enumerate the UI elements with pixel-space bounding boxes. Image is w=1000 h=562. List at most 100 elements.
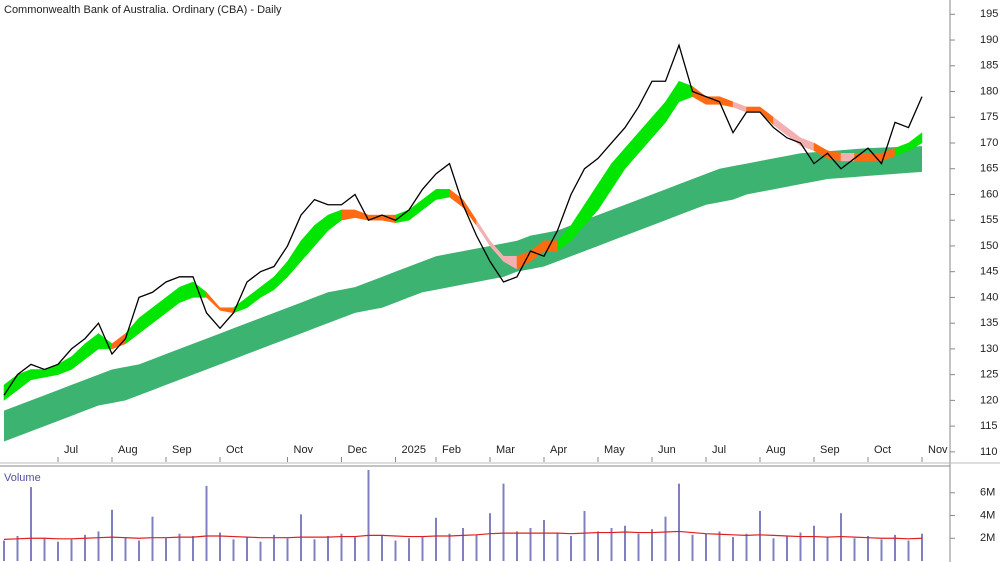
x-tick-label: Dec — [348, 444, 368, 456]
volume-bar — [772, 538, 775, 561]
x-tick-label: Sep — [172, 444, 192, 456]
volume-bar — [219, 532, 221, 561]
x-tick-label: Aug — [766, 444, 786, 456]
y-tick-label: 2M — [980, 532, 995, 544]
price-line — [3, 43, 923, 396]
volume-bar — [462, 528, 464, 561]
x-tick-label: Oct — [226, 444, 243, 456]
volume-bar — [894, 534, 896, 561]
y-tick-label: 115 — [980, 420, 998, 432]
y-tick-label: 185 — [980, 60, 998, 72]
volume-bar — [408, 538, 410, 561]
y-tick-label: 165 — [980, 163, 998, 175]
volume-bar — [192, 535, 194, 561]
y-tick-label: 175 — [980, 111, 998, 123]
volume-bar — [826, 537, 829, 561]
volume-bar — [610, 528, 613, 561]
volume-bar — [502, 483, 505, 561]
short-ribbon-segment — [867, 153, 882, 162]
y-tick-label: 180 — [980, 85, 998, 97]
volume-bar — [691, 534, 694, 561]
volume-bar — [70, 539, 73, 561]
volume-bar — [732, 537, 734, 561]
volume-bar — [853, 538, 856, 561]
volume-bar — [313, 539, 316, 561]
volume-bar — [867, 535, 869, 561]
volume-bar — [43, 538, 46, 561]
volume-bar — [30, 487, 32, 561]
volume-bar — [475, 534, 478, 561]
y-tick-label: 145 — [980, 266, 998, 278]
volume-bar — [556, 532, 559, 561]
volume-bar — [448, 533, 451, 561]
volume-bar — [813, 525, 815, 561]
volume-bar — [543, 520, 545, 561]
x-tick-label: May — [604, 444, 625, 456]
x-tick-label: Nov — [928, 444, 948, 456]
chart-title: Commonwealth Bank of Australia. Ordinary… — [4, 4, 282, 16]
volume-bar — [394, 540, 397, 561]
x-tick-label: Sep — [820, 444, 840, 456]
x-tick-label: 2025 — [402, 444, 426, 456]
volume-bar — [718, 531, 721, 561]
volume-bar — [799, 532, 802, 561]
y-tick-label: 160 — [980, 188, 998, 200]
y-tick-label: 190 — [980, 34, 998, 46]
volume-bar — [651, 529, 653, 561]
y-tick-label: 125 — [980, 369, 998, 381]
volume-bar — [921, 533, 923, 561]
volume-bar — [880, 539, 883, 561]
long-ribbon — [4, 146, 922, 442]
volume-bar — [273, 534, 275, 561]
y-tick-label: 155 — [980, 214, 998, 226]
x-tick-label: Feb — [442, 444, 461, 456]
volume-bar — [205, 485, 208, 561]
y-tick-label: 150 — [980, 240, 998, 252]
volume-bar — [786, 535, 788, 561]
volume-bar — [84, 534, 86, 561]
volume-bar — [16, 535, 19, 561]
x-tick-label: Jun — [658, 444, 676, 456]
volume-bar — [678, 483, 680, 561]
volume-bar — [664, 516, 667, 561]
volume-label: Volume — [4, 472, 41, 484]
volume-bar — [367, 470, 370, 561]
y-tick-label: 4M — [980, 509, 995, 521]
volume-bar — [570, 535, 572, 561]
volume-bar — [637, 533, 640, 561]
volume-bar — [354, 537, 356, 561]
volume-bar — [246, 537, 248, 561]
volume-bar — [178, 533, 181, 561]
volume-bar — [340, 533, 343, 561]
y-tick-label: 130 — [980, 343, 998, 355]
volume-bar — [111, 509, 113, 561]
volume-bar — [97, 531, 100, 561]
y-tick-label: 140 — [980, 291, 998, 303]
y-tick-label: 170 — [980, 137, 998, 149]
y-tick-label: 6M — [980, 487, 995, 499]
volume-bar — [151, 516, 154, 561]
volume-bar — [624, 525, 626, 561]
x-tick-label: Mar — [496, 444, 515, 456]
volume-bar — [381, 534, 383, 561]
volume-bar — [907, 540, 910, 561]
x-tick-label: Jul — [64, 444, 78, 456]
x-tick-label: Aug — [118, 444, 138, 456]
volume-bar — [57, 541, 59, 561]
y-tick-label: 135 — [980, 317, 998, 329]
volume-bar — [3, 540, 5, 561]
volume-bar — [435, 517, 437, 561]
volume-bar — [286, 538, 289, 561]
volume-bar — [759, 510, 761, 561]
volume-bar — [124, 537, 127, 561]
volume-bar — [259, 541, 262, 561]
short-ribbon-segment — [908, 132, 923, 152]
volume-bar — [489, 513, 491, 561]
y-tick-label: 110 — [980, 446, 998, 458]
volume-bar — [516, 531, 518, 561]
volume-ma — [3, 530, 923, 540]
volume-bar — [529, 528, 532, 561]
x-tick-label: Apr — [550, 444, 567, 456]
